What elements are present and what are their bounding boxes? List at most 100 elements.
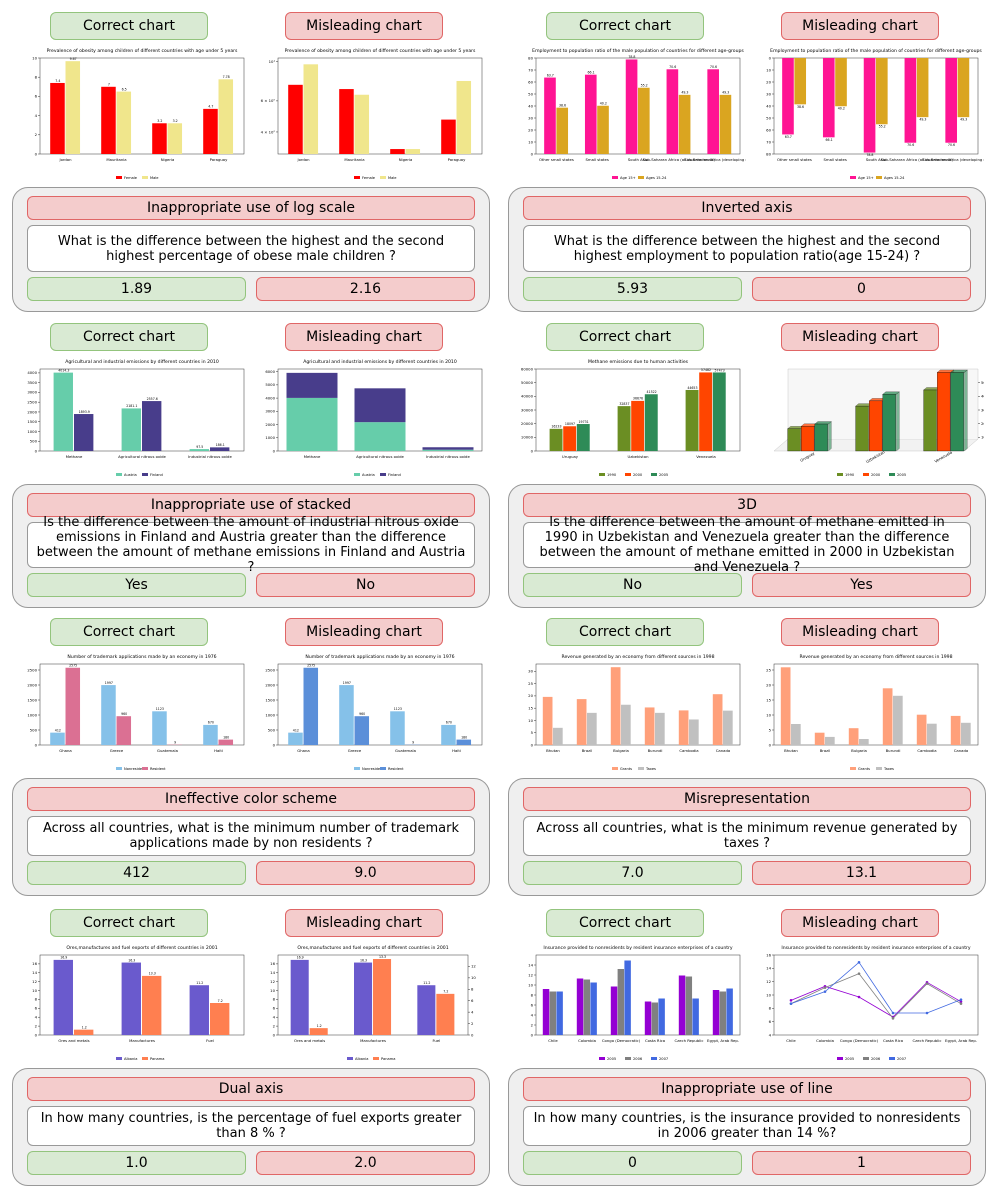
correct-chart-label: Correct chart — [50, 909, 208, 937]
point — [959, 1002, 963, 1005]
question-panel: Dual axis In how many countries, is the p… — [12, 1068, 490, 1186]
x-tick-label: Greece — [110, 748, 124, 753]
x-tick-label: Uruguay — [562, 454, 579, 459]
legend-label: Female — [124, 176, 138, 180]
data-label: 97.5 — [196, 445, 203, 449]
misleading-chart-label: Misleading chart — [285, 909, 443, 937]
bar — [189, 449, 209, 451]
data-label: 180 — [223, 735, 229, 739]
y-tick-label: 4 — [35, 113, 38, 118]
y-tick-label: 20000 — [981, 421, 984, 426]
bar — [354, 94, 370, 154]
bar — [53, 959, 73, 1035]
bar — [65, 61, 81, 154]
bar — [794, 58, 807, 105]
data-label: 16.3 — [128, 958, 135, 962]
x-tick-label: Ores and metals — [294, 1038, 325, 1043]
y-tick-label: 10¹ — [269, 59, 276, 64]
question-panel: Inappropriate use of log scale What is th… — [12, 187, 490, 312]
x-tick-label: Congo (Democratic) — [840, 1038, 879, 1043]
data-label: 78.8 — [866, 153, 873, 157]
y-tick-label: 15 — [766, 697, 771, 702]
legend-swatch — [889, 473, 895, 476]
y-tick-label: 40 — [766, 103, 771, 108]
bar — [549, 428, 563, 451]
legend-label: Albania — [124, 1057, 137, 1061]
y-tick-label: 20000 — [521, 421, 534, 426]
x-tick-label: Ores and metals — [58, 1038, 89, 1043]
data-label: 9 — [174, 741, 176, 745]
bar — [116, 716, 132, 745]
bar — [121, 408, 141, 451]
bar-segment — [422, 447, 474, 450]
bar — [50, 82, 65, 154]
bar — [655, 712, 665, 745]
correct-answer: No — [523, 573, 742, 597]
chart-title: Prevalence of obesity among children of … — [47, 48, 238, 54]
bar — [50, 732, 65, 745]
misleading-answer: No — [256, 573, 475, 597]
y-tick-label: 30 — [528, 115, 533, 120]
bar-segment — [354, 388, 406, 423]
y-tick-label: 8 — [531, 992, 534, 997]
y2-tick-label: 6 — [471, 998, 474, 1003]
y-tick-label: 10 — [528, 982, 533, 987]
bar — [203, 108, 218, 154]
data-label: 2181.1 — [126, 404, 137, 408]
legend-swatch — [889, 1057, 895, 1060]
bar — [859, 739, 869, 745]
correct-answer: 5.93 — [523, 277, 742, 301]
data-label: 16.3 — [360, 958, 367, 962]
series-line — [790, 961, 962, 1014]
bar — [218, 739, 234, 745]
data-label: 1123 — [394, 707, 402, 711]
data-label: 38.6 — [797, 105, 804, 109]
y-tick-label: 6 × 10⁰ — [261, 98, 276, 103]
data-label: 16233 — [551, 425, 561, 429]
bar — [339, 685, 354, 745]
misleading-type: Misrepresentation — [523, 787, 971, 811]
x-tick-label: Canada — [954, 748, 968, 753]
bar — [651, 1002, 659, 1035]
data-label: 412 — [55, 728, 61, 732]
legend-label: 1990 — [607, 473, 617, 477]
y-tick-label: 8 — [273, 997, 276, 1002]
bar — [584, 74, 597, 154]
data-label: 11.2 — [196, 981, 203, 985]
bar — [689, 719, 699, 745]
data-label: 18097 — [565, 422, 575, 426]
data-label: 180 — [461, 735, 467, 739]
point — [925, 982, 929, 985]
series-line — [790, 973, 962, 1019]
x-tick-label: Sub-Saharan Africa (developing only) — [684, 157, 746, 162]
y-tick-label: 6000 — [265, 369, 275, 374]
mini-chart: Agricultural and industrial emissions by… — [265, 359, 483, 477]
x-tick-label: Manufactures — [360, 1038, 386, 1043]
point — [789, 1002, 793, 1005]
bar — [121, 962, 141, 1035]
misleading-chart-label: Misleading chart — [781, 618, 939, 646]
bar — [101, 86, 116, 154]
legend-label: 2005 — [607, 1057, 616, 1061]
plot-frame — [39, 663, 245, 746]
legend-label: Resident — [150, 767, 166, 771]
data-label: 1123 — [156, 707, 164, 711]
question: Across all countries, what is the minimu… — [523, 816, 971, 856]
y-tick-label: 16 — [270, 961, 275, 966]
x-tick-label: Costa Rica — [883, 1038, 903, 1043]
legend-label: Austria — [362, 473, 375, 477]
y-tick-label: 4 × 10⁰ — [261, 129, 276, 134]
y-tick-label: 60 — [766, 127, 771, 132]
bar — [456, 80, 472, 154]
bar — [142, 975, 162, 1035]
y-tick-label: 4 — [531, 1012, 534, 1017]
x-tick-label: Haiti — [214, 748, 223, 753]
legend-label: Grants — [858, 767, 870, 771]
bar — [167, 123, 183, 154]
question: Across all countries, what is the minimu… — [27, 816, 475, 856]
x-tick-label: Bulgaria — [613, 748, 629, 753]
x-tick-label: Other small states — [777, 157, 812, 162]
data-label: 70.6 — [948, 143, 955, 147]
bar — [814, 423, 828, 452]
chart-title: Prevalence of obesity among children of … — [285, 48, 476, 54]
